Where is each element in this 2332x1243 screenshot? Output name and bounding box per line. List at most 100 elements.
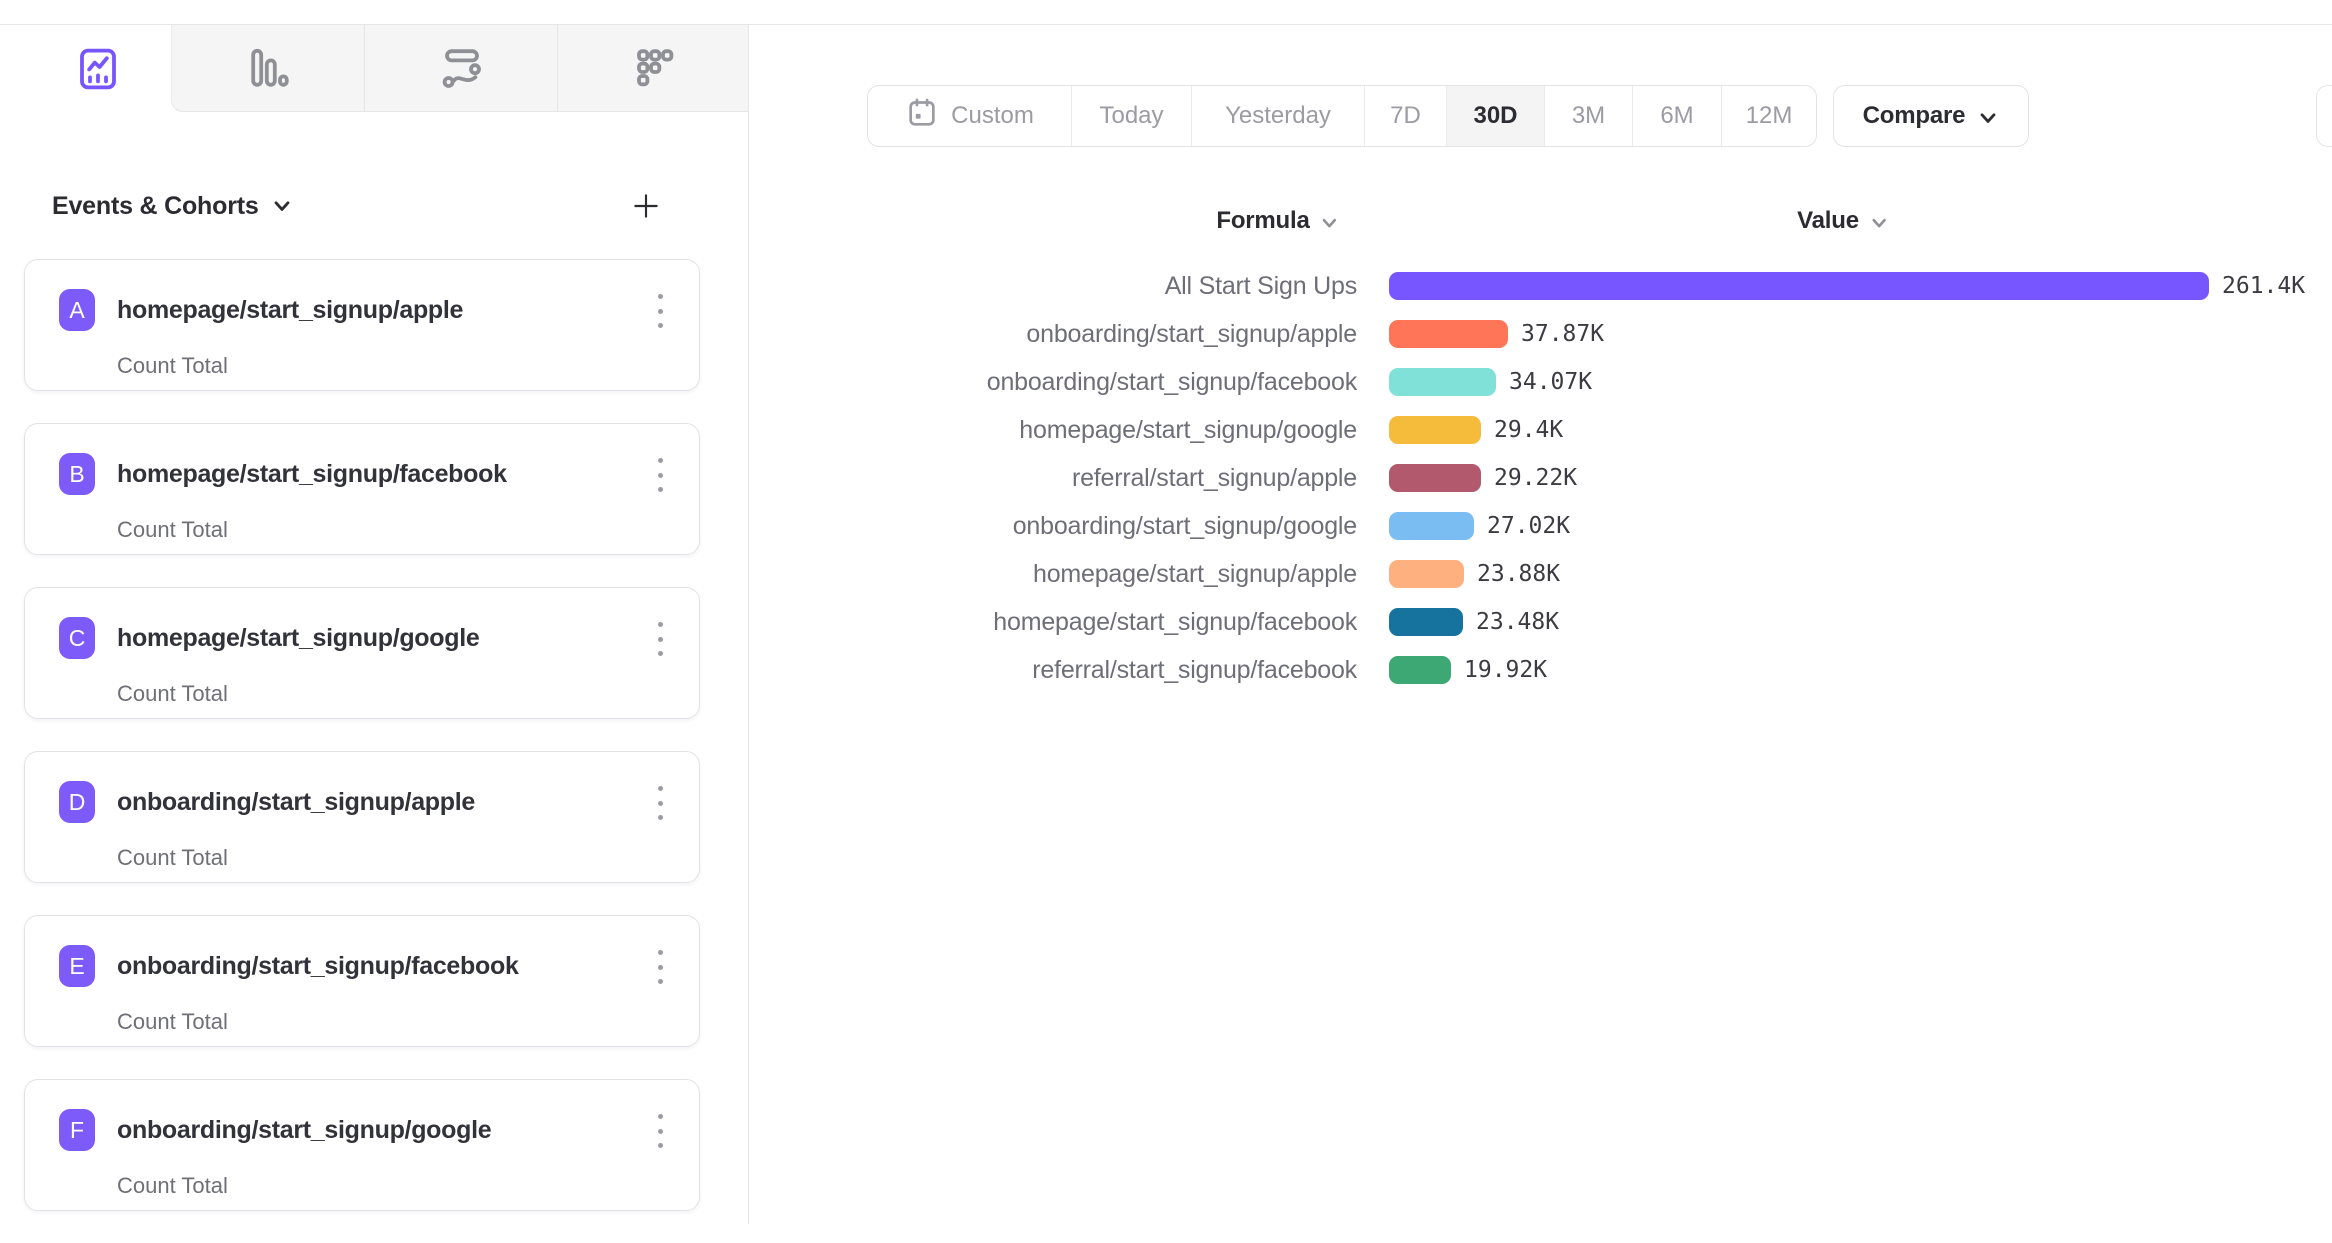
chart-row: All Start Sign Ups 261.4K (0, 272, 2305, 300)
range-today[interactable]: Today (1072, 86, 1192, 146)
events-cohorts-header: Events & Cohorts (52, 186, 700, 226)
tab-insights[interactable] (24, 25, 171, 112)
clipped-edge-button[interactable] (2316, 85, 2332, 147)
bar-category-label: homepage/start_signup/google (1019, 415, 1357, 444)
chart-row: referral/start_signup/facebook 19.92K (0, 656, 2305, 684)
range-label: 6M (1660, 102, 1694, 129)
bar-category-label: onboarding/start_signup/google (1012, 511, 1357, 540)
event-name: onboarding/start_signup/facebook (117, 951, 519, 980)
event-name: onboarding/start_signup/google (117, 1115, 492, 1144)
event-letter-badge: E (59, 945, 95, 987)
chart-row: homepage/start_signup/google 29.4K (0, 416, 2305, 444)
range-label: 3M (1571, 102, 1606, 129)
bar[interactable] (1389, 512, 1474, 540)
kebab-menu-icon[interactable] (649, 950, 671, 984)
formula-header-label: Formula (1216, 207, 1310, 234)
range-label: 12M (1745, 102, 1793, 129)
range-custom[interactable]: Custom (868, 86, 1072, 146)
chart-row: onboarding/start_signup/facebook 34.07K (0, 368, 2305, 396)
add-event-button[interactable] (626, 186, 666, 226)
bar-value-label: 27.02K (1487, 513, 1571, 539)
chart-row: homepage/start_signup/apple 23.88K (0, 560, 2305, 588)
chevron-down-icon (271, 195, 293, 222)
chevron-down-icon (1872, 218, 1886, 228)
tab-bar-report[interactable] (172, 25, 365, 111)
chevron-down-icon (1322, 218, 1337, 228)
date-range-control: Custom Today Yesterday 7D 30D 3M 6M 12M (867, 85, 1817, 147)
value-header-label: Value (1797, 207, 1859, 234)
range-3m[interactable]: 3M (1545, 86, 1633, 146)
range-30d[interactable]: 30D (1447, 86, 1545, 146)
bar[interactable] (1389, 320, 1508, 348)
kebab-menu-icon[interactable] (649, 786, 671, 820)
chevron-down-icon (1980, 112, 1996, 123)
bar-value-label: 261.4K (2222, 273, 2306, 299)
event-letter-badge: D (59, 781, 95, 823)
event-metric-label: Count Total (117, 681, 228, 706)
bar[interactable] (1389, 464, 1481, 492)
event-name: homepage/start_signup/apple (117, 295, 464, 324)
chart-row: homepage/start_signup/facebook 23.48K (0, 608, 2305, 636)
tab-flows[interactable] (365, 25, 558, 111)
event-letter-badge: F (59, 1109, 95, 1151)
chart-row: onboarding/start_signup/google 27.02K (0, 512, 2305, 540)
formula-column-header[interactable]: Formula (1216, 207, 1339, 235)
bar-category-label: All Start Sign Ups (1164, 271, 1358, 300)
event-name: onboarding/start_signup/apple (117, 787, 475, 816)
event-name: homepage/start_signup/facebook (117, 459, 507, 488)
range-12m[interactable]: 12M (1722, 86, 1816, 146)
bar-value-label: 37.87K (1521, 321, 1605, 347)
chart-row: referral/start_signup/apple 29.22K (0, 464, 2305, 492)
event-metric-label: Count Total (117, 1173, 228, 1198)
bar-value-label: 19.92K (1464, 657, 1548, 683)
compare-label: Compare (1862, 102, 1966, 129)
event-letter-badge: B (59, 453, 95, 495)
compare-button[interactable]: Compare (1833, 85, 2029, 147)
bar-category-label: referral/start_signup/apple (1071, 463, 1357, 492)
range-yesterday[interactable]: Yesterday (1192, 86, 1365, 146)
tab-retention[interactable] (558, 25, 748, 111)
range-6m[interactable]: 6M (1633, 86, 1722, 146)
bar-chart-icon (244, 44, 292, 92)
bar-chart: All Start Sign Ups 261.4K onboarding/start… (0, 272, 2305, 704)
bar-category-label: onboarding/start_signup/facebook (986, 367, 1357, 396)
bar[interactable] (1389, 608, 1463, 636)
bar[interactable] (1389, 416, 1481, 444)
bar-category-label: onboarding/start_signup/apple (1026, 319, 1357, 348)
bar[interactable] (1389, 560, 1464, 588)
events-cohorts-title[interactable]: Events & Cohorts (52, 191, 259, 220)
bar-category-label: referral/start_signup/facebook (1032, 655, 1357, 684)
range-label: Today (1099, 102, 1164, 129)
range-label: 7D (1390, 102, 1421, 129)
retention-grid-icon (629, 44, 677, 92)
bar-category-label: homepage/start_signup/facebook (993, 607, 1357, 636)
sidebar-main-divider (748, 24, 749, 1224)
calendar-icon (905, 96, 939, 137)
kebab-menu-icon[interactable] (649, 622, 671, 656)
line-chart-icon (74, 45, 122, 93)
range-7d[interactable]: 7D (1365, 86, 1447, 146)
bar[interactable] (1389, 368, 1496, 396)
value-column-header[interactable]: Value (1797, 207, 1889, 235)
bar-category-label: homepage/start_signup/apple (1032, 559, 1357, 588)
inactive-tabs-group (171, 25, 748, 112)
bar[interactable] (1389, 272, 2209, 300)
range-label: 30D (1473, 102, 1518, 129)
chart-row: onboarding/start_signup/apple 37.87K (0, 320, 2305, 348)
range-label: Custom (951, 102, 1034, 129)
kebab-menu-icon[interactable] (649, 294, 671, 328)
kebab-menu-icon[interactable] (649, 1114, 671, 1148)
event-metric-label: Count Total (117, 1009, 228, 1034)
bar-value-label: 23.48K (1476, 609, 1560, 635)
flow-icon (437, 44, 485, 92)
bar[interactable] (1389, 656, 1451, 684)
kebab-menu-icon[interactable] (649, 458, 671, 492)
event-metric-label: Count Total (117, 517, 228, 542)
